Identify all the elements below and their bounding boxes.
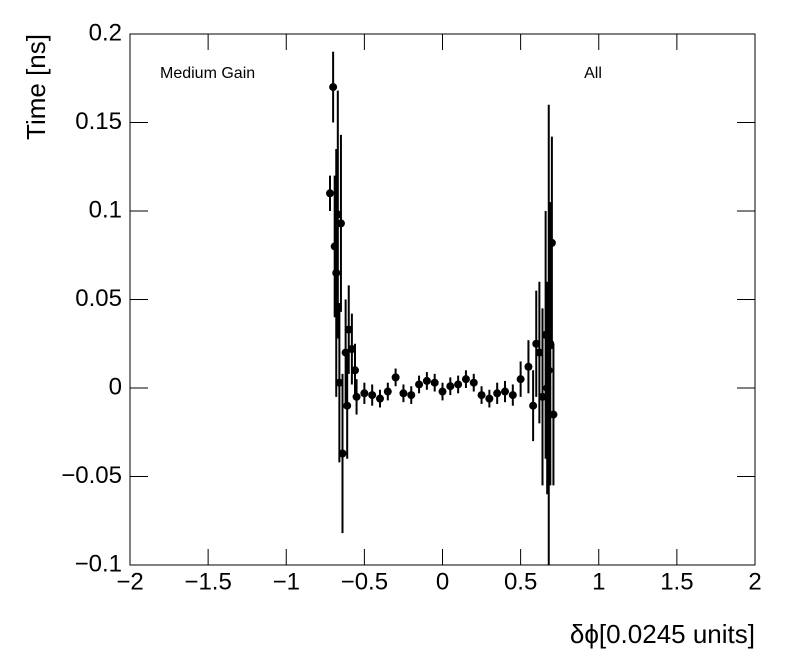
annotation: Medium Gain [160,65,255,82]
x-tick-label: −0.5 [341,568,388,595]
data-point [524,362,533,371]
data-point [529,401,538,410]
data-point [376,394,384,403]
data-point [446,382,455,391]
x-tick-label: 0 [436,568,449,595]
x-axis-label: δϕ[0.0245 units] [570,619,755,649]
y-tick-label: 0.1 [89,196,122,223]
data-point [407,391,416,400]
y-tick-label: 0.2 [89,19,122,46]
data-point [538,392,547,401]
data-point [461,375,470,384]
x-tick-label: −1.5 [184,568,231,595]
data-point [493,389,502,398]
data-point [360,389,369,398]
data-point [336,219,345,228]
y-tick-label: 0.05 [75,285,122,312]
y-tick-label: −0.1 [75,550,122,577]
y-tick-label: 0 [109,373,122,400]
data-point [326,189,334,198]
data-point [508,391,517,400]
data-point [549,410,558,419]
y-tick-label: 0.15 [75,108,122,135]
data-point [338,449,347,458]
data-point [422,376,431,385]
data-point [399,389,408,398]
data-point [535,348,544,357]
x-tick-label: −1 [273,568,300,595]
data-point [335,378,344,387]
data-point [351,366,359,375]
data-point [477,391,486,400]
data-point [391,373,400,382]
data-point [383,387,392,396]
data-point [454,380,463,389]
x-tick-label: 1.5 [660,568,693,595]
data-point [544,366,553,375]
data-point [333,210,342,219]
x-tick-label: 2 [748,568,761,595]
data-layer [326,51,558,565]
data-point [532,339,541,348]
annotation: All [584,65,602,82]
y-tick-label: −0.05 [61,462,122,489]
data-point [343,401,352,410]
data-point [501,387,509,396]
data-point [547,238,556,247]
data-point [516,375,525,384]
data-point [438,387,447,396]
data-point [485,394,494,403]
x-tick-label: −2 [116,568,143,595]
plot-frame [129,33,756,566]
data-point [415,380,424,389]
data-point [368,391,377,400]
y-axis-label: Time [ns] [21,34,51,140]
data-point [430,378,439,387]
data-point [352,392,361,401]
x-tick-label: 0.5 [504,568,537,595]
data-point [332,268,341,277]
x-tick-label: 1 [592,568,605,595]
data-point [344,325,353,334]
data-point [469,378,478,387]
data-point [347,345,356,354]
data-point [329,83,338,92]
